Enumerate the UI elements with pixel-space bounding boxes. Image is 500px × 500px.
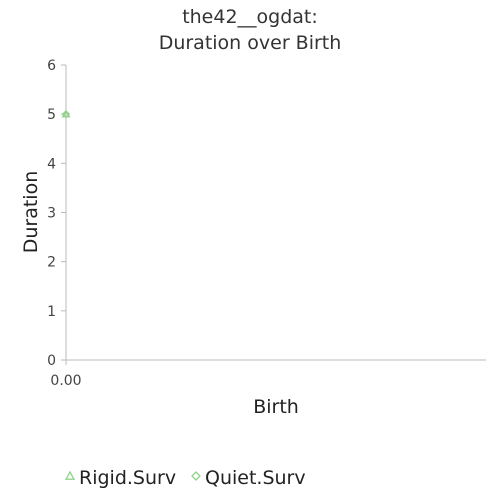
x-axis-label: Birth: [253, 396, 299, 418]
y-tick-label: 0: [47, 353, 56, 369]
y-tick-label: 3: [47, 206, 56, 222]
data-points: [61, 109, 71, 119]
chart-title-line-2: Duration over Birth: [159, 32, 342, 54]
x-tick-label: 0.00: [50, 373, 81, 389]
y-tick-label: 1: [47, 304, 56, 320]
y-axis: 0 1 2 3 4 5 6: [47, 58, 67, 369]
x-axis: 0.00: [50, 359, 486, 389]
legend-marker-quiet-surv: [191, 471, 201, 481]
y-tick-label: 5: [47, 107, 56, 123]
legend: Rigid.Surv Quiet.Surv: [64, 467, 306, 489]
y-tick-label: 4: [47, 156, 56, 172]
y-tick-label: 2: [47, 255, 56, 271]
y-axis-label: Duration: [20, 171, 42, 254]
chart-title-line-1: the42__ogdat:: [182, 6, 318, 28]
legend-marker-rigid-surv: [64, 470, 76, 480]
y-tick-label: 6: [47, 58, 56, 74]
legend-label: Quiet.Surv: [205, 467, 306, 489]
legend-label: Rigid.Surv: [79, 467, 176, 489]
data-point-quiet-surv: [61, 109, 71, 119]
